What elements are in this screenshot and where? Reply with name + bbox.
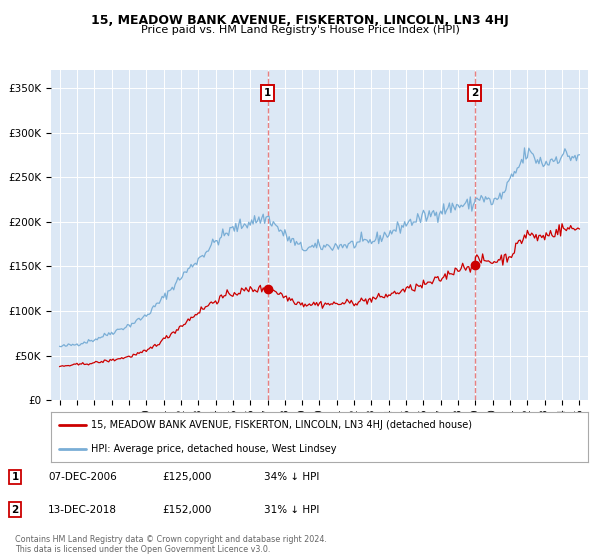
Text: £152,000: £152,000 [162, 505, 211, 515]
Text: 15, MEADOW BANK AVENUE, FISKERTON, LINCOLN, LN3 4HJ: 15, MEADOW BANK AVENUE, FISKERTON, LINCO… [91, 14, 509, 27]
Text: 2: 2 [471, 88, 479, 98]
Bar [268, 70, 475, 400]
Text: HPI: Average price, detached house, West Lindsey: HPI: Average price, detached house, West… [91, 445, 337, 454]
Text: £125,000: £125,000 [162, 472, 211, 482]
Text: 1: 1 [11, 472, 19, 482]
Text: 2: 2 [11, 505, 19, 515]
Text: Price paid vs. HM Land Registry's House Price Index (HPI): Price paid vs. HM Land Registry's House … [140, 25, 460, 35]
Text: 15, MEADOW BANK AVENUE, FISKERTON, LINCOLN, LN3 4HJ (detached house): 15, MEADOW BANK AVENUE, FISKERTON, LINCO… [91, 420, 472, 430]
Text: 31% ↓ HPI: 31% ↓ HPI [264, 505, 319, 515]
Text: 1: 1 [264, 88, 271, 98]
Text: 07-DEC-2006: 07-DEC-2006 [48, 472, 117, 482]
Text: Contains HM Land Registry data © Crown copyright and database right 2024.
This d: Contains HM Land Registry data © Crown c… [15, 535, 327, 554]
Text: 13-DEC-2018: 13-DEC-2018 [48, 505, 117, 515]
Text: 34% ↓ HPI: 34% ↓ HPI [264, 472, 319, 482]
